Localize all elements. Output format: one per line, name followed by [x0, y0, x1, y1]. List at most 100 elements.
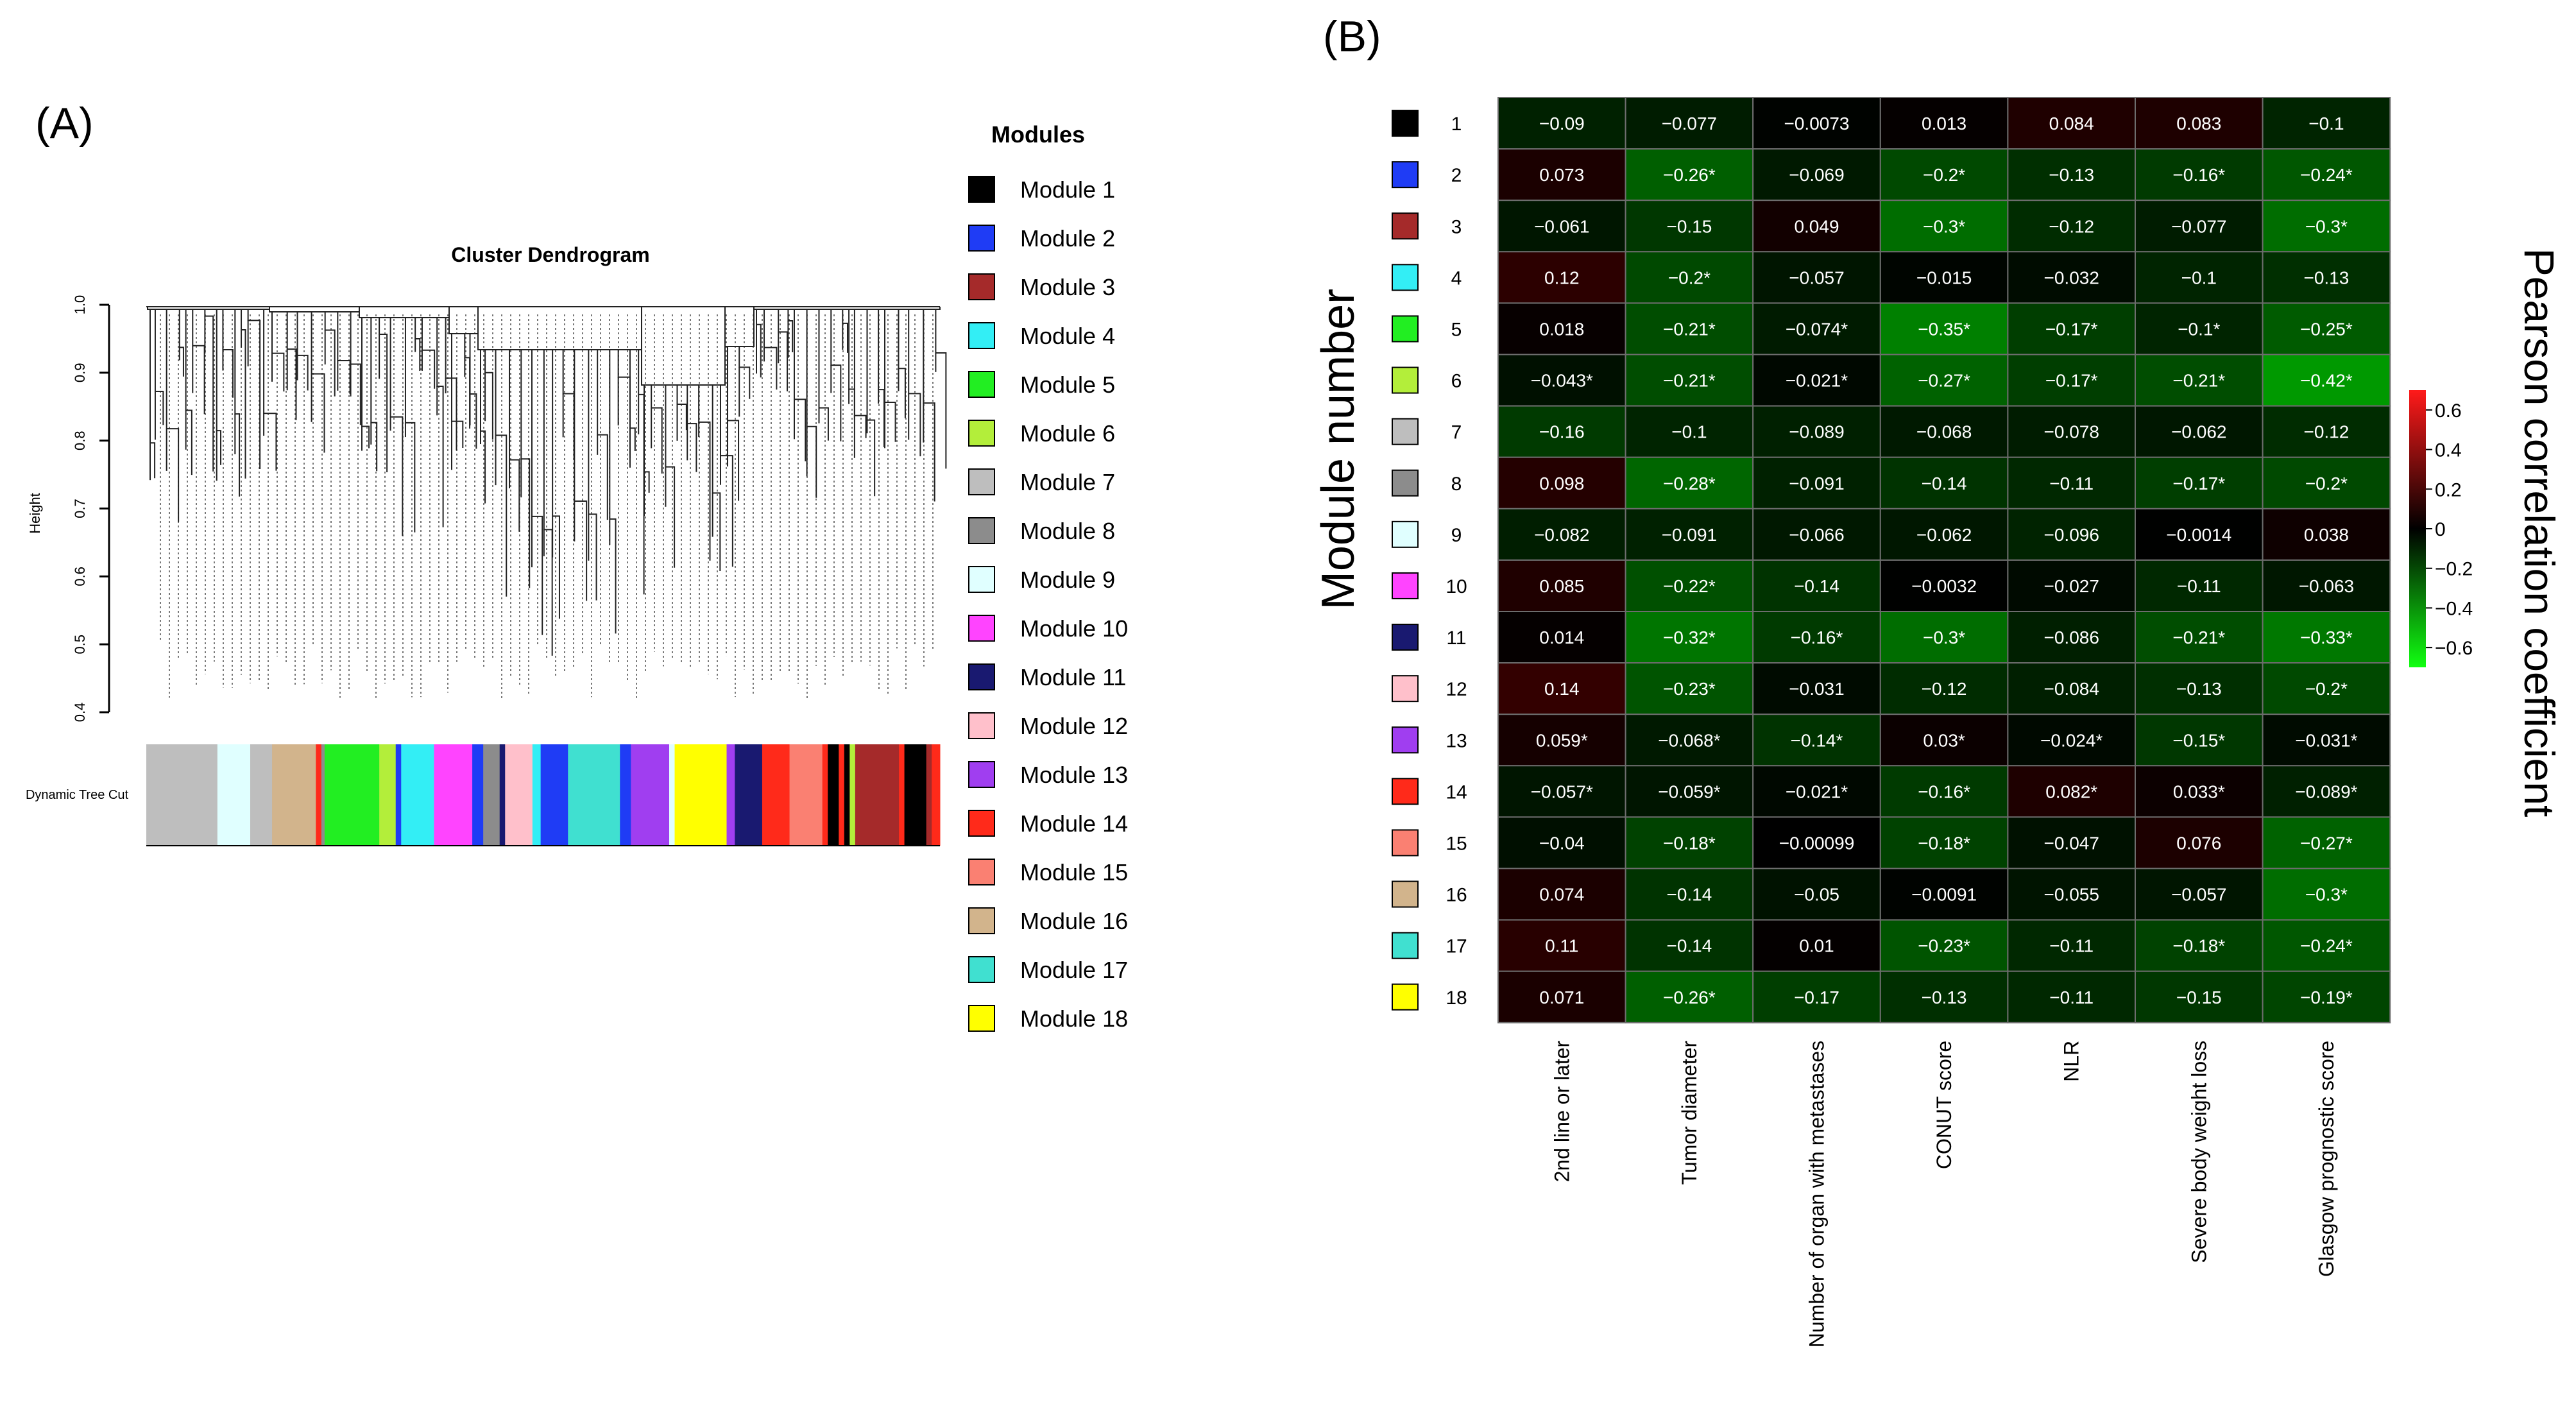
heatmap-cell — [2262, 354, 2391, 407]
dendrogram-branch — [379, 318, 388, 473]
heatmap-cell-label: −0.16* — [1918, 782, 1970, 801]
dendrogram-branch — [687, 385, 697, 472]
legend-swatch — [968, 1005, 995, 1032]
dendrogram-branch — [562, 350, 575, 459]
heatmap-cell-label: −0.11 — [2049, 988, 2094, 1007]
color-scale-tick-label: 0 — [2435, 519, 2446, 540]
row-module-number: 13 — [1446, 730, 1467, 751]
dendrogram-branch — [469, 334, 477, 449]
heatmap-cell — [1879, 714, 2009, 767]
dendrogram-branch — [311, 312, 325, 453]
heatmap-cell-label: −0.074* — [1786, 319, 1848, 339]
color-bar-segment — [505, 744, 533, 846]
heatmap-cell-label: −0.26* — [1663, 165, 1716, 185]
heatmap-cell — [1879, 302, 2009, 355]
heatmap-cell — [1625, 970, 1754, 1023]
dendrogram-branch — [574, 350, 588, 601]
heatmap-cell — [2262, 662, 2391, 715]
color-bar-segment — [540, 744, 568, 846]
dendrogram-branch — [389, 318, 404, 536]
heatmap-cell-label: −0.14 — [1922, 474, 1967, 493]
legend-label: Module 16 — [1020, 908, 1128, 934]
color-bar-segment — [316, 744, 322, 846]
dendrogram-branch — [806, 309, 817, 498]
heatmap-cell-label: 0.013 — [1922, 114, 1966, 133]
legend-label: Module 4 — [1020, 323, 1115, 349]
heatmap-cell — [1752, 405, 1881, 458]
heatmap-cell-label: −0.18* — [1663, 833, 1716, 853]
dendrogram-branch — [234, 309, 241, 497]
heatmap-column-label: Severe body weight loss — [2187, 1041, 2210, 1263]
heatmap-cell-label: −0.068 — [1916, 422, 1972, 442]
heatmap-cell — [1625, 765, 1754, 818]
heatmap-cell — [1752, 97, 1881, 150]
dendrogram-branch — [727, 346, 740, 501]
heatmap-cell — [2135, 97, 2264, 150]
heatmap-cell — [2007, 148, 2136, 201]
dendrogram-branch — [370, 318, 378, 472]
heatmap-cell-label: −0.015 — [1916, 268, 1972, 287]
dendrogram-title: Cluster Dendrogram — [451, 243, 649, 266]
heatmap-cell — [1497, 919, 1626, 972]
heatmap-cell-label: −0.0091 — [1911, 885, 1977, 905]
heatmap-cell — [2262, 302, 2391, 355]
heatmap-cell-label: −0.0073 — [1784, 114, 1850, 133]
heatmap-cell-label: −0.13 — [2049, 165, 2094, 185]
heatmap-cell-label: 0.033* — [2173, 782, 2225, 801]
row-color-swatch — [1392, 315, 1419, 343]
heatmap-cell-label: 0.085 — [1539, 576, 1584, 596]
dendrogram-branch — [192, 309, 205, 415]
heatmap-cell-label: −0.24* — [2300, 165, 2353, 185]
dynamic-tree-cut-bar — [146, 744, 941, 846]
heatmap-cell-label: −0.1 — [1671, 422, 1707, 442]
heatmap-cell — [2007, 508, 2136, 561]
dendrogram-branch — [830, 309, 842, 441]
heatmap-cell — [2135, 508, 2264, 561]
color-bar-segment — [532, 744, 542, 846]
color-bar-segment — [568, 744, 620, 846]
heatmap-cell — [1625, 919, 1754, 972]
dendrogram-branch — [204, 309, 214, 472]
heatmap-cell — [1497, 97, 1626, 150]
color-bar-segment — [499, 744, 506, 846]
heatmap-cell-label: −0.04 — [1539, 833, 1585, 853]
legend-swatch — [968, 420, 995, 447]
heatmap-cell-label: −0.12 — [1922, 679, 1967, 699]
heatmap-cell-label: −0.089 — [1789, 422, 1844, 442]
heatmap-cell — [1879, 251, 2009, 304]
heatmap-cell-label: −0.32* — [1663, 628, 1716, 647]
heatmap-cell — [1497, 405, 1626, 458]
heatmap-cell-label: 0.01 — [1799, 936, 1834, 956]
row-module-number: 9 — [1451, 525, 1462, 546]
legend-label: Module 10 — [1020, 615, 1128, 642]
heatmap-cell — [2262, 816, 2391, 869]
row-color-swatch — [1392, 778, 1419, 805]
panel-a-label: (A) — [35, 99, 94, 148]
heatmap-cell-label: −0.13 — [2176, 679, 2222, 699]
dendrogram-branch — [263, 309, 277, 471]
color-bar-segment — [146, 744, 218, 846]
color-bar-segment — [899, 744, 905, 846]
heatmap-cell — [2135, 148, 2264, 201]
heatmap-cell — [2262, 97, 2391, 150]
color-bar-segment — [674, 744, 728, 846]
color-bar-segment — [762, 744, 790, 846]
heatmap-cell-label: −0.14 — [1794, 576, 1839, 596]
heatmap-cell-label: 0.038 — [2304, 525, 2349, 545]
row-color-swatch — [1392, 161, 1419, 189]
color-bar-segment — [822, 744, 828, 846]
heatmap-cell-label: 0.073 — [1539, 165, 1584, 185]
heatmap-cell — [1879, 662, 2009, 715]
heatmap-cell-label: −0.2* — [1668, 268, 1710, 287]
dendrogram-branch — [477, 307, 642, 350]
dendrogram-branch — [756, 309, 762, 378]
heatmap-cell-label: −0.2* — [2305, 474, 2348, 493]
row-color-swatch — [1392, 624, 1419, 651]
row-module-number: 17 — [1446, 936, 1467, 957]
dendrogram-branch — [247, 309, 261, 470]
heatmap-cell — [2007, 456, 2136, 509]
heatmap-cell — [2135, 405, 2264, 458]
heatmap-cell-label: 0.082* — [2045, 782, 2097, 801]
heatmap-cell — [1879, 868, 2009, 921]
color-bar-segment — [839, 744, 845, 846]
